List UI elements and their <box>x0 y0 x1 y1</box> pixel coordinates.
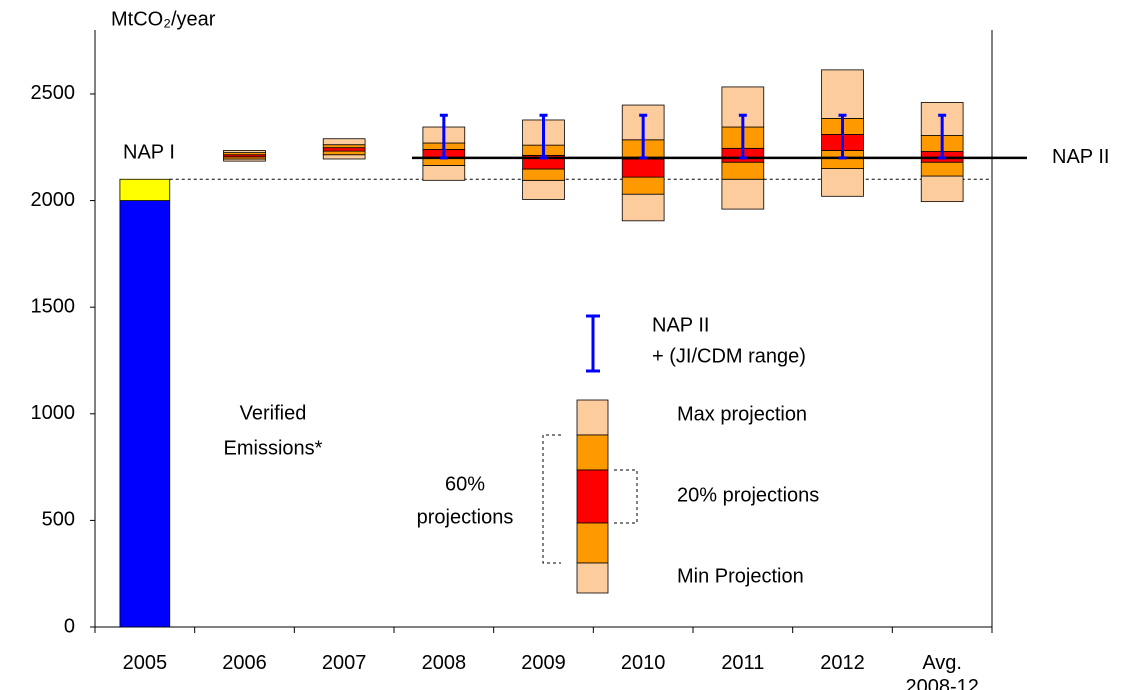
legend-label: 20% projections <box>677 484 819 506</box>
range-bar <box>738 113 747 160</box>
chart-title: MtCO₂/year <box>111 8 216 30</box>
annotation: Verified <box>240 402 307 424</box>
projection-segment <box>223 150 266 153</box>
annotation: Emissions* <box>224 437 323 459</box>
projection-segment <box>422 164 466 181</box>
x-tick-label: 2007 <box>321 652 367 674</box>
x-tick-label: 2012 <box>820 652 865 674</box>
legend-label: NAP II <box>652 314 709 336</box>
bar-segment <box>119 178 171 201</box>
legend-bracket-20 <box>614 469 638 524</box>
projection-segment <box>621 193 665 222</box>
projection-segment <box>322 154 366 160</box>
legend-label: 60% <box>445 473 485 495</box>
x-tick-label: 2011 <box>721 652 765 674</box>
range-bar <box>539 113 548 160</box>
x-tick-label: 2005 <box>122 652 168 674</box>
projection-segment <box>522 168 565 181</box>
legend-label: Max projection <box>677 403 807 425</box>
y-tick-label: 1000 <box>31 402 76 424</box>
legend-label: projections <box>417 506 514 528</box>
legend-label: + (JI/CDM range) <box>652 345 806 367</box>
legend-bracket-60 <box>542 434 561 564</box>
projection-segment <box>621 158 665 178</box>
x-tick-label: 2008 <box>421 652 467 674</box>
x-tick-label: Avg. 2008-12 <box>905 652 979 690</box>
y-tick-label: 0 <box>64 615 75 637</box>
projection-segment <box>522 179 565 200</box>
legend-label: Min Projection <box>677 565 804 587</box>
projection-segment <box>621 176 665 195</box>
projection-segment <box>322 138 366 146</box>
projection-segment <box>322 144 366 149</box>
projection-segment <box>821 168 864 197</box>
projection-segment <box>322 147 366 152</box>
projection-segment <box>322 150 366 156</box>
projection-segment <box>721 161 765 180</box>
projection-segment <box>920 161 964 177</box>
nap1-label: NAP I <box>123 142 175 164</box>
projection-segment <box>821 69 864 119</box>
y-tick-label: 1500 <box>31 295 76 317</box>
x-tick-label: 2010 <box>620 652 666 674</box>
projection-segment <box>920 175 964 203</box>
nap2-label: NAP II <box>1052 146 1109 168</box>
projection-segment <box>721 178 765 210</box>
x-tick-label: 2006 <box>222 652 267 674</box>
range-bar <box>639 113 648 160</box>
y-tick-label: 500 <box>42 509 75 531</box>
y-tick-label: 2000 <box>31 189 76 211</box>
range-bar <box>938 113 947 160</box>
legend-box <box>576 399 609 594</box>
bar <box>119 200 171 628</box>
x-tick-label: 2009 <box>521 652 566 674</box>
range-bar <box>838 113 847 160</box>
range-bar <box>439 113 448 160</box>
y-tick-label: 2500 <box>31 82 76 104</box>
legend-range-bar <box>586 314 600 373</box>
